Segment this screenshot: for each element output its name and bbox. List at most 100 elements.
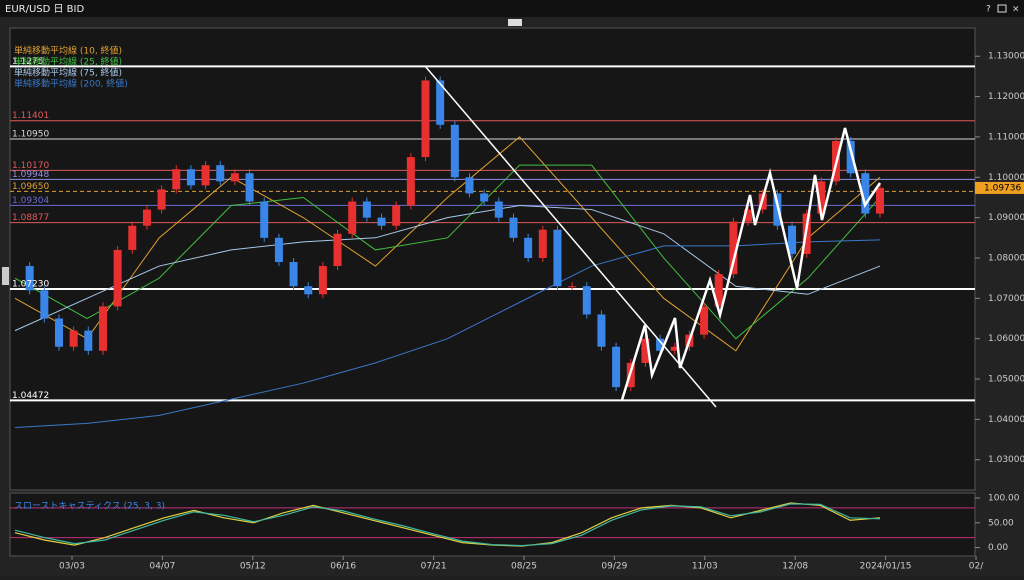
candle	[524, 237, 533, 258]
candle	[98, 306, 107, 351]
candle	[392, 205, 401, 226]
candle	[436, 80, 445, 125]
candle	[348, 201, 357, 234]
stoch-tick-label: 50.00	[988, 518, 1014, 528]
candle	[377, 217, 386, 226]
candle	[260, 201, 269, 238]
legend-entry: 単純移動平均線 (75, 終値)	[14, 67, 122, 79]
current-price-label: 1.09736	[984, 183, 1021, 193]
candle	[274, 237, 283, 263]
candle	[201, 165, 210, 186]
candle	[157, 189, 166, 210]
current-price-tag	[975, 181, 1024, 194]
price-level-label: 1.09304	[12, 196, 49, 206]
candle	[861, 173, 870, 214]
candle	[289, 262, 298, 287]
candle	[40, 290, 49, 319]
candle	[568, 286, 577, 288]
candle	[421, 80, 430, 158]
candle	[876, 187, 884, 214]
price-panel	[9, 27, 976, 491]
candle	[142, 209, 151, 226]
candle	[245, 173, 254, 202]
trend-line	[424, 65, 717, 408]
candle	[817, 181, 826, 214]
stoch-legend: スローストキャスティクス (25, 3, 3)	[14, 501, 165, 512]
y-tick-label: 1.10000	[988, 173, 1024, 183]
candle	[25, 266, 34, 291]
candle	[318, 266, 327, 295]
candle	[362, 201, 371, 218]
candle	[172, 169, 181, 190]
candle	[612, 346, 621, 388]
x-tick-label: 05/12	[240, 562, 266, 572]
user-drawings	[424, 65, 882, 408]
y-tick-label: 1.11000	[988, 132, 1024, 142]
price-level-label: 1.04472	[12, 391, 49, 401]
candle	[729, 221, 738, 275]
candle	[128, 225, 137, 250]
close-button[interactable]: ×	[1012, 5, 1020, 15]
price-level-label: 1.10170	[12, 161, 49, 171]
x-tick-label: 12/08	[782, 562, 808, 572]
candle	[846, 140, 855, 174]
candle	[333, 233, 342, 267]
legend-entry: 単純移動平均線 (25, 終値)	[14, 56, 122, 68]
candle	[406, 157, 415, 206]
candle	[788, 225, 797, 254]
moving-average	[14, 136, 881, 352]
legend-entry: 単純移動平均線 (10, 終値)	[14, 45, 122, 57]
candle	[714, 274, 723, 307]
y-tick-label: 1.03000	[988, 455, 1024, 465]
help-button[interactable]: ?	[986, 5, 991, 15]
price-level-label: 1.09948	[12, 170, 49, 180]
stoch-tick-label: 100.00	[988, 493, 1020, 503]
price-level-label: 1.07230	[12, 280, 49, 290]
candle	[54, 318, 63, 347]
candle	[465, 177, 474, 194]
maximize-button[interactable]	[997, 4, 1007, 13]
title-bar	[0, 0, 1024, 17]
price-level-label: 1.10950	[12, 129, 49, 139]
x-tick-label: 07/21	[421, 562, 447, 572]
candle	[304, 286, 313, 295]
candle	[509, 217, 518, 238]
candle	[670, 346, 679, 351]
candle	[641, 338, 650, 363]
x-tick-label: 06/16	[330, 562, 356, 572]
stoch-line	[14, 502, 881, 547]
x-tick-label: 04/07	[149, 562, 175, 572]
x-tick-label: 03/03	[59, 562, 85, 572]
legend-entry: 単純移動平均線 (200, 終値)	[14, 78, 128, 90]
window-controls[interactable]: ? ×	[986, 4, 1020, 15]
x-tick-label: 11/03	[692, 562, 718, 572]
candle	[69, 330, 78, 347]
candle	[700, 306, 709, 335]
x-tick-label: 2024/01/15	[860, 562, 912, 572]
zigzag-line	[620, 127, 882, 401]
candle	[216, 165, 225, 182]
y-tick-label: 1.09000	[988, 213, 1024, 223]
candle	[597, 314, 606, 347]
y-tick-label: 1.12000	[988, 92, 1024, 102]
price-level-label: 1.09650	[12, 182, 49, 192]
candle	[538, 229, 547, 258]
x-tick-label: 08/25	[511, 562, 537, 572]
side-handle[interactable]	[2, 267, 9, 285]
candle	[744, 209, 753, 222]
y-tick-label: 1.07000	[988, 294, 1024, 304]
candle	[113, 249, 122, 307]
price-level-label: 1.1275	[12, 57, 44, 67]
x-tick-label: 02/	[969, 562, 984, 572]
candle	[656, 338, 665, 351]
y-tick-label: 1.04000	[988, 415, 1024, 425]
stoch-line	[14, 503, 881, 547]
x-tick-label: 09/29	[601, 562, 627, 572]
price-level-label: 1.11401	[12, 111, 49, 121]
price-level-label: 1.08877	[12, 213, 49, 223]
window-title: EUR/USD 日 BID	[5, 4, 84, 15]
collapse-tab[interactable]	[508, 19, 522, 26]
candle	[494, 201, 503, 218]
